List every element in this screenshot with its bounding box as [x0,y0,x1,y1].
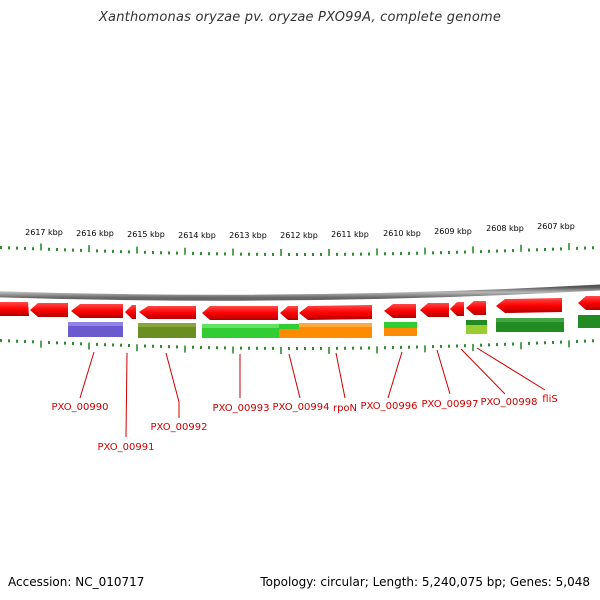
cds-feature [125,305,136,319]
cds-feature [450,302,464,316]
outer-tick-row [0,243,594,256]
kbp-label: 2607 kbp [537,222,575,231]
cds-feature [420,303,449,317]
gene-labels: PXO_00990 PXO_00991 PXO_00992 PXO_00993 … [52,394,558,453]
cds-feature [578,296,600,310]
kbp-label: 2611 kbp [331,230,369,239]
gene-label-pxo-00998[interactable]: PXO_00998 [481,397,538,408]
cds-feature [496,298,562,313]
inner-tick-row [0,339,594,354]
gene-label-pxo-00990[interactable]: PXO_00990 [52,402,109,413]
cds-track [0,296,600,320]
kbp-label: 2614 kbp [178,231,216,240]
gene-label-leaders [79,347,546,438]
kbp-label: 2615 kbp [127,230,165,239]
kbp-label: 2608 kbp [486,224,524,233]
cds-feature [299,305,372,320]
genome-title: Xanthomonas oryzae pv. oryzae PXO99A, co… [98,10,502,25]
gene-label-pxo-00994[interactable]: PXO_00994 [273,402,330,413]
cds-feature [384,304,416,318]
topology-summary: Topology: circular; Length: 5,240,075 bp… [260,575,590,589]
feature-track [68,315,600,338]
cds-feature [139,306,196,319]
gene-label-pxo-00991[interactable]: PXO_00991 [98,442,155,453]
kbp-label: 2616 kbp [76,229,114,238]
cds-feature [0,302,29,316]
cds-feature [280,306,298,320]
gene-label-pxo-00996[interactable]: PXO_00996 [361,401,418,412]
genome-backbone [0,284,600,301]
cds-feature [202,306,278,320]
kbp-label: 2609 kbp [434,227,472,236]
cds-feature [71,304,123,318]
accession-label: Accession: NC_010717 [8,575,145,589]
gene-label-rpon[interactable]: rpoN [333,403,357,414]
gene-label-flis[interactable]: fliS [542,394,557,405]
cds-feature [466,301,486,315]
gene-label-pxo-00992[interactable]: PXO_00992 [151,422,208,433]
gene-label-pxo-00993[interactable]: PXO_00993 [213,403,270,414]
kbp-scale: 2617 kbp 2616 kbp 2615 kbp 2614 kbp 2613… [25,222,575,240]
kbp-label: 2612 kbp [280,231,318,240]
feature-darkgreen [578,315,600,328]
kbp-label: 2613 kbp [229,231,267,240]
gene-label-pxo-00997[interactable]: PXO_00997 [422,399,479,410]
cds-feature [30,303,68,317]
kbp-label: 2610 kbp [383,229,421,238]
kbp-label: 2617 kbp [25,228,63,237]
